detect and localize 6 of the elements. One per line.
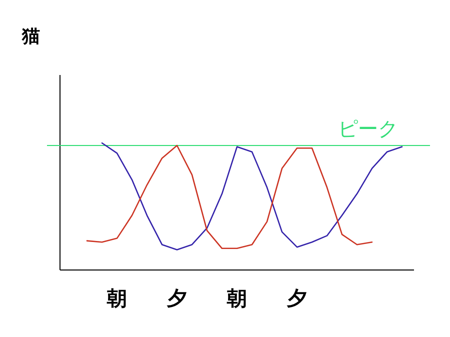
x-tick-label: 朝 bbox=[106, 286, 127, 310]
chart-title: 猫 bbox=[21, 26, 40, 47]
x-tick-label: 夕 bbox=[166, 286, 187, 310]
x-tick-label: 夕 bbox=[286, 286, 307, 310]
x-tick-label: 朝 bbox=[226, 286, 247, 310]
ref-line-label: ピーク bbox=[338, 116, 398, 141]
